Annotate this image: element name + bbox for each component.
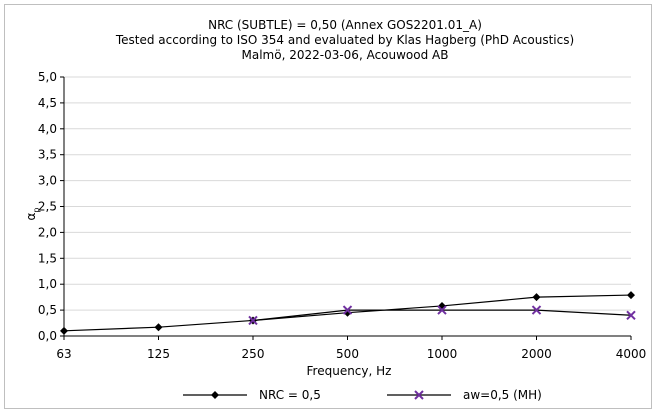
y-tick-label: 2,0 <box>38 225 57 239</box>
title-line-3: Malmö, 2022-03-06, Acouwood AB <box>242 48 449 62</box>
series-2 <box>248 305 636 326</box>
data-point <box>154 323 163 332</box>
x-tick-labels: 63 125 250 500 1000 2000 4000 <box>56 347 646 361</box>
y-tick-label: 2,5 <box>38 200 57 214</box>
y-tick-label: 3,0 <box>38 174 57 188</box>
data-point <box>60 326 68 335</box>
chart: NRC (SUBTLE) = 0,50 (Annex GOS2201.01_A)… <box>24 18 646 402</box>
y-tick-label: 3,5 <box>38 148 57 162</box>
y-tick-label: 0,0 <box>38 329 57 343</box>
data-point <box>626 310 636 320</box>
y-tick-label: 1,0 <box>38 277 57 291</box>
legend-label: NRC = 0,5 <box>259 388 321 402</box>
chart-frame: NRC (SUBTLE) = 0,50 (Annex GOS2201.01_A)… <box>4 4 652 409</box>
y-axis-label: αp <box>24 208 41 221</box>
axes <box>60 76 632 340</box>
legend: NRC = 0,5 aw=0,5 (MH) <box>183 388 542 402</box>
y-axis-label-main: α <box>24 213 38 221</box>
legend-marker <box>211 391 219 399</box>
y-axis-label-sub: p <box>32 208 41 213</box>
legend-entry: NRC = 0,5 <box>183 388 321 402</box>
x-tick-label: 125 <box>147 347 170 361</box>
data-point <box>531 305 542 315</box>
data-point <box>248 315 258 326</box>
y-tick-labels: 0,0 0,5 1,0 1,5 2,0 2,5 3,0 3,5 4,0 4,5 5,0 <box>38 70 57 343</box>
legend-marker <box>414 390 424 400</box>
x-axis-label: Frequency, Hz <box>307 364 392 378</box>
series-layer <box>60 291 636 335</box>
x-tick-label: 250 <box>242 347 265 361</box>
y-tick-label: 0,5 <box>38 303 57 317</box>
data-point <box>342 305 353 315</box>
x-tick-label: 500 <box>336 347 359 361</box>
y-tick-label: 1,5 <box>38 251 57 265</box>
y-tick-label: 5,0 <box>38 70 57 84</box>
y-tick-label: 4,0 <box>38 122 57 136</box>
x-tick-label: 1000 <box>427 347 458 361</box>
data-point <box>627 291 635 300</box>
chart-title: NRC (SUBTLE) = 0,50 (Annex GOS2201.01_A)… <box>115 18 574 62</box>
x-tick-label: 2000 <box>521 347 552 361</box>
y-tick-label: 4,5 <box>38 96 57 110</box>
series-1 <box>60 291 635 335</box>
title-line-1: NRC (SUBTLE) = 0,50 (Annex GOS2201.01_A) <box>208 18 482 32</box>
x-tick-label: 63 <box>56 347 71 361</box>
title-line-2: Tested according to ISO 354 and evaluate… <box>115 33 574 47</box>
legend-label: aw=0,5 (MH) <box>463 388 542 402</box>
gridlines <box>64 76 631 337</box>
legend-entry: aw=0,5 (MH) <box>387 388 542 402</box>
data-point <box>437 305 447 315</box>
x-tick-label: 4000 <box>616 347 647 361</box>
data-point <box>532 293 541 302</box>
